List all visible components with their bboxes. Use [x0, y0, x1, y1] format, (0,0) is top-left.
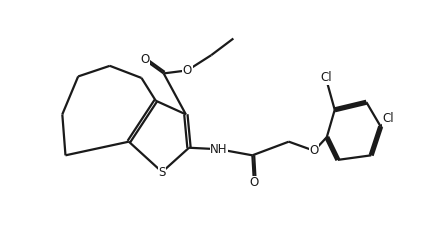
- Text: O: O: [310, 144, 319, 157]
- Text: O: O: [249, 176, 259, 189]
- Text: S: S: [158, 165, 166, 178]
- Text: O: O: [183, 64, 192, 77]
- Text: O: O: [140, 53, 149, 66]
- Text: NH: NH: [210, 143, 228, 156]
- Text: Cl: Cl: [383, 112, 394, 125]
- Text: Cl: Cl: [320, 72, 332, 84]
